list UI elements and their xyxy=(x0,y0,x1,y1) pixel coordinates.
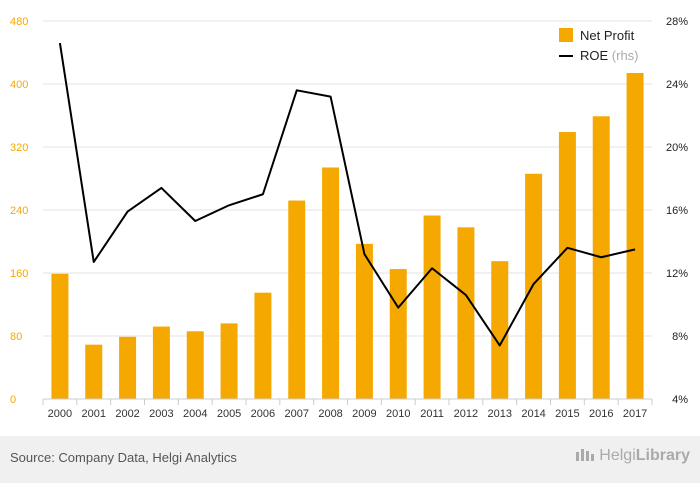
bar xyxy=(558,132,576,399)
x-tick-label: 2008 xyxy=(318,408,342,420)
bar xyxy=(152,326,170,399)
legend-label-roe: ROE (rhs) xyxy=(580,48,639,63)
right-tick-label: 28% xyxy=(666,16,688,28)
x-tick-label: 2007 xyxy=(285,408,309,420)
brand-name-light: Helgi xyxy=(599,447,636,464)
bar xyxy=(457,227,475,399)
bar xyxy=(355,243,373,399)
right-tick-label: 20% xyxy=(666,142,688,154)
x-tick-label: 2000 xyxy=(48,408,72,420)
bar-series-net-profit xyxy=(51,72,644,399)
x-tick-label: 2004 xyxy=(183,408,207,420)
left-tick-label: 240 xyxy=(10,205,28,217)
brand-logo: HelgiLibrary xyxy=(575,447,690,465)
x-tick-label: 2003 xyxy=(149,408,173,420)
legend-label-roe-suffix: (rhs) xyxy=(612,48,639,63)
bar xyxy=(423,215,441,399)
legend-label-roe-name: ROE xyxy=(580,48,609,63)
x-tick-label: 2006 xyxy=(251,408,275,420)
roe-line xyxy=(58,42,636,347)
legend-swatch-net-profit xyxy=(559,28,573,42)
x-tick-label: 2005 xyxy=(217,408,241,420)
bar xyxy=(491,261,509,399)
bar xyxy=(51,273,69,399)
x-tick-label: 2012 xyxy=(454,408,478,420)
left-tick-label: 400 xyxy=(10,79,28,91)
bar xyxy=(119,336,137,399)
right-axis: 4% 8% 12% 16% 20% 24% 28% xyxy=(666,16,688,406)
left-tick-label: 480 xyxy=(10,16,28,28)
x-tick-label: 2015 xyxy=(555,408,579,420)
source-note: Source: Company Data, Helgi Analytics xyxy=(10,450,237,465)
left-axis: 0 80 160 240 320 400 480 xyxy=(10,16,28,406)
right-tick-label: 4% xyxy=(672,394,688,406)
x-tick-label: 2001 xyxy=(82,408,106,420)
bar xyxy=(186,331,204,399)
left-tick-label: 320 xyxy=(10,142,28,154)
bar xyxy=(322,167,340,399)
x-axis: 2000 2001 2002 2003 2004 2005 2006 2007 2008 2009… xyxy=(42,398,653,420)
x-tick-label: 2016 xyxy=(589,408,613,420)
bar xyxy=(389,269,407,399)
left-tick-label: 0 xyxy=(10,394,16,406)
x-tick-label: 2017 xyxy=(623,408,647,420)
left-tick-label: 80 xyxy=(10,331,22,343)
bar xyxy=(85,344,103,399)
bar xyxy=(220,323,238,399)
right-tick-label: 16% xyxy=(666,205,688,217)
left-tick-label: 160 xyxy=(10,268,28,280)
grid-lines xyxy=(43,20,652,400)
line-series-roe xyxy=(58,42,636,347)
x-tick-label: 2011 xyxy=(420,408,444,420)
x-tick-label: 2009 xyxy=(352,408,376,420)
helgi-building-icon xyxy=(576,449,595,461)
chart: 0 80 160 240 320 400 480 4% 8% 12% 16% 20% 24% 28% 2… xyxy=(10,16,688,420)
right-tick-label: 24% xyxy=(666,79,688,91)
right-tick-label: 8% xyxy=(672,331,688,343)
footer: Source: Company Data, Helgi Analytics He… xyxy=(0,436,700,483)
bar xyxy=(525,173,543,399)
brand-name-bold: Library xyxy=(635,447,690,464)
x-tick-label: 2013 xyxy=(488,408,512,420)
x-tick-label: 2002 xyxy=(115,408,139,420)
legend-label-net-profit: Net Profit xyxy=(580,28,635,43)
x-tick-label: 2010 xyxy=(386,408,410,420)
bar xyxy=(254,292,272,399)
right-tick-label: 12% xyxy=(666,268,688,280)
bar xyxy=(626,72,644,399)
legend: Net Profit ROE (rhs) xyxy=(559,28,639,63)
bar xyxy=(288,200,306,399)
x-tick-label: 2014 xyxy=(521,408,545,420)
